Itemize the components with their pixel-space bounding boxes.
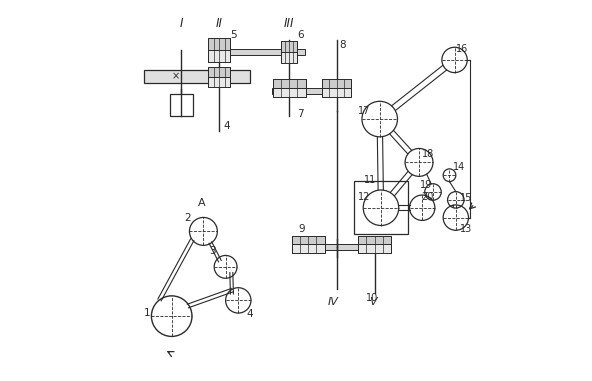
Text: 20: 20 bbox=[422, 192, 434, 202]
Bar bbox=[292, 235, 324, 244]
Bar bbox=[144, 70, 250, 83]
Bar bbox=[208, 67, 230, 77]
Text: V: V bbox=[369, 297, 377, 307]
Bar bbox=[358, 244, 391, 253]
Text: III: III bbox=[284, 18, 294, 30]
Text: 16: 16 bbox=[456, 44, 468, 54]
Text: 13: 13 bbox=[460, 224, 472, 234]
Text: 9: 9 bbox=[298, 224, 305, 234]
Text: 14: 14 bbox=[453, 162, 465, 173]
Bar bbox=[297, 244, 375, 250]
Bar bbox=[355, 181, 408, 234]
Text: 8: 8 bbox=[339, 40, 346, 50]
Text: 4: 4 bbox=[224, 121, 230, 131]
Text: 3: 3 bbox=[210, 246, 216, 256]
Text: 18: 18 bbox=[422, 149, 435, 158]
Text: 12: 12 bbox=[358, 192, 370, 202]
Text: I: I bbox=[179, 18, 183, 30]
Text: IV: IV bbox=[328, 297, 339, 307]
Bar bbox=[272, 88, 305, 98]
Bar bbox=[208, 50, 230, 62]
Text: 4: 4 bbox=[246, 309, 253, 319]
Text: 11: 11 bbox=[364, 175, 377, 185]
Text: II: II bbox=[215, 18, 223, 30]
Bar bbox=[219, 49, 305, 55]
Text: 17: 17 bbox=[358, 106, 370, 116]
Text: 1: 1 bbox=[143, 308, 150, 318]
Text: 15: 15 bbox=[460, 193, 472, 203]
Text: A: A bbox=[198, 198, 206, 208]
Text: 19: 19 bbox=[420, 180, 432, 190]
Bar bbox=[208, 38, 230, 50]
Bar bbox=[292, 244, 324, 253]
Text: 6: 6 bbox=[297, 30, 304, 40]
Text: 5: 5 bbox=[230, 30, 237, 40]
Bar bbox=[281, 52, 297, 63]
Bar bbox=[321, 80, 352, 88]
Bar bbox=[208, 77, 230, 87]
Text: ×: × bbox=[172, 72, 180, 82]
Text: 7: 7 bbox=[297, 109, 304, 119]
Bar bbox=[272, 88, 346, 94]
Text: 2: 2 bbox=[184, 213, 191, 223]
Bar bbox=[272, 80, 305, 88]
Bar bbox=[170, 94, 193, 116]
Text: 10: 10 bbox=[366, 293, 378, 304]
Bar bbox=[358, 235, 391, 244]
Bar bbox=[321, 88, 352, 98]
Bar bbox=[281, 41, 297, 52]
